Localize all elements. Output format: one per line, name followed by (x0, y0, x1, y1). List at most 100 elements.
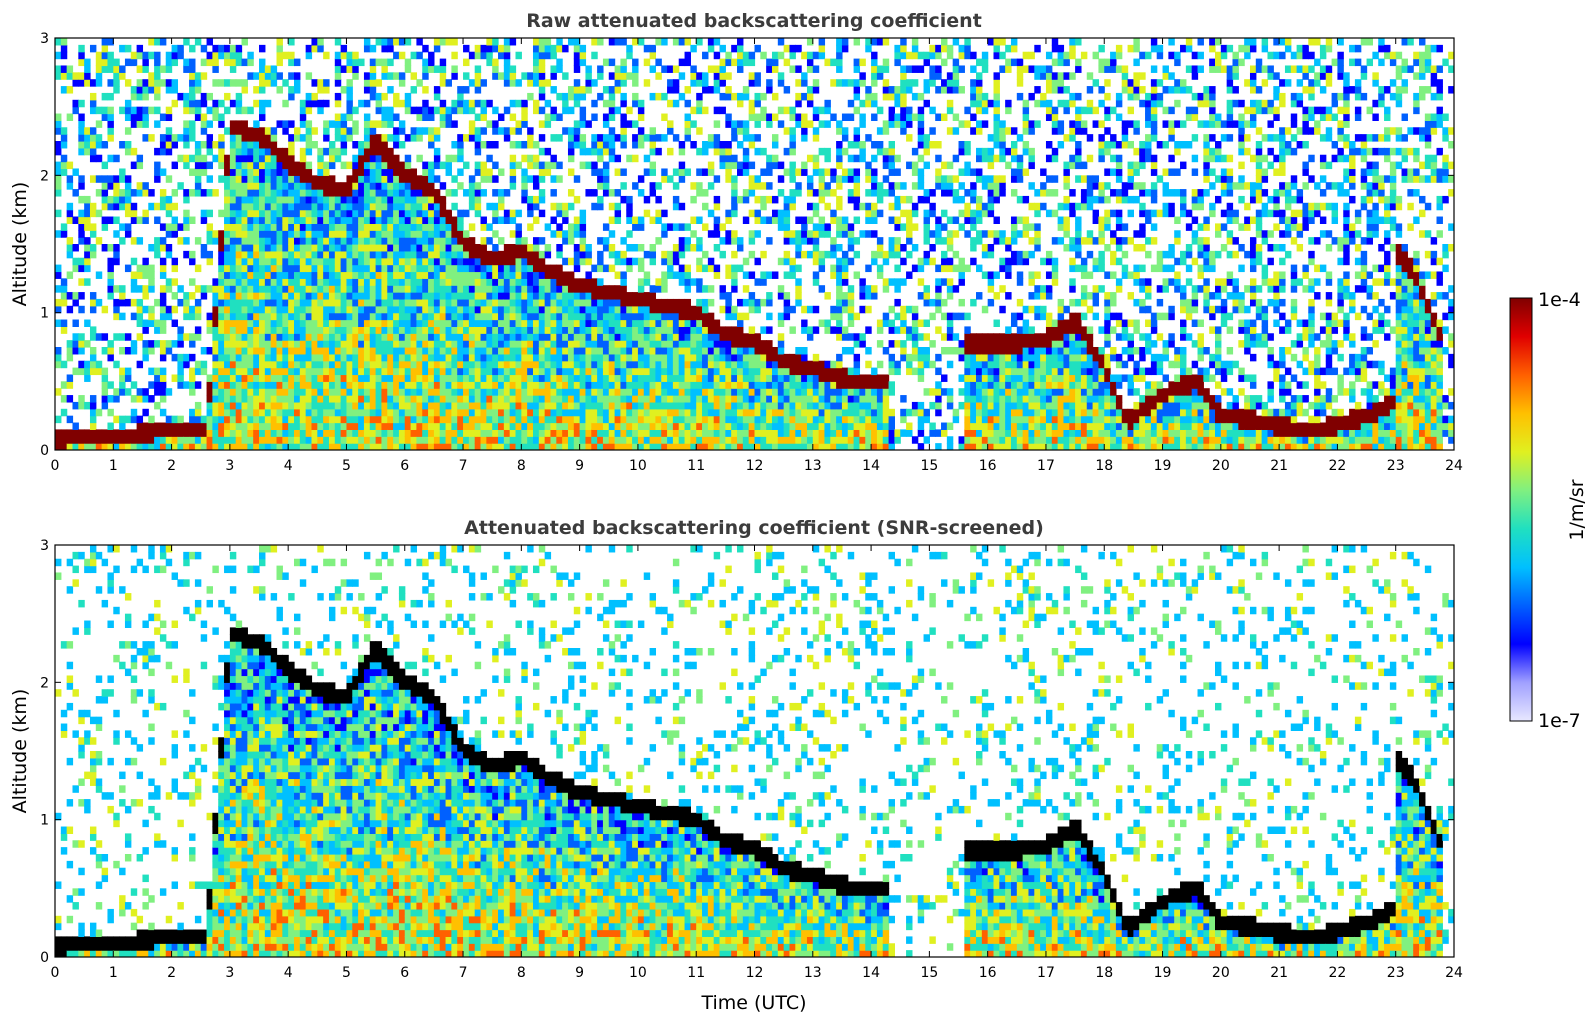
heatmap-cell (241, 388, 248, 396)
heatmap-cell (299, 292, 307, 300)
heatmap-cell (626, 230, 633, 238)
heatmap-cell (445, 292, 452, 300)
heatmap-cell (515, 353, 522, 362)
heatmap-cell (235, 216, 243, 224)
heatmap-cell (363, 237, 371, 245)
heatmap-cell (235, 223, 243, 231)
heatmap-cell (713, 381, 721, 389)
heatmap-cell (527, 388, 534, 396)
heatmap-cell (503, 79, 511, 87)
heatmap-cell (597, 326, 604, 334)
heatmap-cell (672, 340, 680, 348)
heatmap-cell (89, 230, 97, 238)
heatmap-cell (532, 195, 540, 204)
heatmap-cell (433, 264, 441, 273)
heatmap-cell (614, 415, 622, 424)
heatmap-cell (375, 333, 383, 341)
heatmap-cell (515, 99, 522, 108)
heatmap-cell (270, 189, 278, 197)
heatmap-cell (737, 58, 744, 67)
heatmap-cell (363, 38, 371, 46)
heatmap-cell (55, 168, 62, 176)
heatmap-cell (136, 44, 144, 53)
heatmap-cell (643, 374, 651, 382)
heatmap-cell (667, 86, 674, 94)
heatmap-cell (235, 120, 243, 128)
heatmap-cell (742, 374, 750, 382)
heatmap-cell (661, 422, 668, 430)
heatmap-cell (713, 422, 721, 430)
heatmap-cell (597, 367, 604, 376)
heatmap-cell (667, 319, 674, 327)
heatmap-cell (637, 353, 645, 362)
heatmap-cell (451, 305, 458, 314)
heatmap-cell (737, 168, 744, 176)
heatmap-cell (253, 415, 260, 424)
heatmap-cell (381, 175, 388, 183)
heatmap-cell (334, 134, 342, 142)
heatmap-cell (696, 79, 703, 87)
heatmap-cell (328, 292, 336, 300)
heatmap-cell (410, 182, 418, 190)
heatmap-cell (544, 223, 552, 231)
heatmap-cell (416, 436, 423, 444)
heatmap-cell (363, 257, 371, 266)
heatmap-cell (486, 237, 493, 245)
heatmap-cell (422, 127, 429, 135)
heatmap-cell (398, 264, 406, 273)
heatmap-cell (375, 120, 383, 128)
heatmap-cell (748, 381, 756, 389)
heatmap-cell (229, 333, 237, 341)
heatmap-cell (410, 381, 418, 389)
heatmap-cell (498, 360, 505, 369)
heatmap-cell (165, 147, 173, 156)
heatmap-cell (567, 202, 575, 211)
heatmap-cell (212, 298, 219, 307)
heatmap-cell (480, 374, 487, 382)
heatmap-cell (381, 257, 388, 266)
heatmap-cell (334, 360, 342, 369)
heatmap-cell (177, 154, 184, 163)
heatmap-cell (614, 340, 622, 348)
heatmap-cell (585, 72, 592, 80)
heatmap-cell (439, 195, 447, 204)
heatmap-cell (375, 250, 383, 259)
heatmap-cell (393, 367, 400, 376)
heatmap-cell (463, 264, 470, 273)
heatmap-cell (55, 388, 62, 396)
heatmap-cell (550, 113, 557, 121)
heatmap-cell (428, 195, 435, 204)
heatmap-cell (509, 374, 517, 382)
heatmap-cell (602, 326, 610, 334)
heatmap-cell (579, 223, 587, 231)
heatmap-cell (369, 340, 377, 348)
heatmap-cell (276, 278, 283, 286)
heatmap-cell (661, 285, 668, 293)
heatmap-cell (369, 195, 377, 204)
heatmap-cell (305, 147, 313, 156)
heatmap-cell (299, 175, 307, 183)
heatmap-cell (206, 347, 213, 355)
heatmap-cell (661, 65, 668, 73)
heatmap-cell (503, 298, 511, 307)
heatmap-cell (498, 429, 505, 437)
heatmap-cell (264, 141, 272, 149)
heatmap-cell (416, 154, 423, 163)
heatmap-cell (218, 134, 225, 142)
heatmap-cell (655, 436, 662, 444)
heatmap-cell (369, 154, 377, 163)
heatmap-cell (328, 340, 336, 348)
heatmap-cell (602, 319, 610, 327)
heatmap-cell (78, 305, 85, 314)
heatmap-cell (451, 285, 458, 293)
heatmap-cell (323, 401, 330, 410)
heatmap-cell (247, 367, 254, 376)
heatmap-cell (678, 381, 686, 389)
heatmap-cell (428, 278, 435, 286)
heatmap-cell (218, 298, 225, 307)
heatmap-cell (702, 326, 709, 334)
heatmap-cell (288, 388, 295, 396)
heatmap-cell (468, 305, 476, 314)
heatmap-cell (328, 408, 336, 417)
heatmap-cell (486, 154, 493, 163)
